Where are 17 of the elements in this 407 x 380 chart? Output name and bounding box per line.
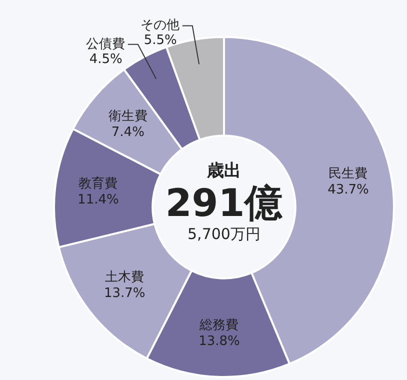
text: 5,700万円 — [186, 224, 262, 244]
data-label: 7.4% — [111, 124, 144, 140]
data-label: 43.7% — [328, 182, 369, 198]
slice-label: その他 — [140, 18, 180, 34]
slice-label: 民生費 — [328, 166, 368, 182]
text: 歳出 — [206, 160, 242, 182]
data-label: 11.4% — [78, 192, 119, 208]
data-label: 5.5% — [144, 33, 177, 48]
data-label: 13.7% — [104, 286, 146, 301]
slice-label: 総務費 — [198, 318, 239, 333]
data-label: 13.8% — [198, 334, 240, 349]
text: 291億 — [164, 181, 284, 225]
slice-label: 公債費 — [86, 36, 125, 52]
slice-label: 土木費 — [105, 270, 144, 285]
data-label: 4.5% — [89, 52, 122, 67]
slice-label: 衛生費 — [108, 108, 148, 124]
slice-label: 教育費 — [78, 175, 118, 192]
